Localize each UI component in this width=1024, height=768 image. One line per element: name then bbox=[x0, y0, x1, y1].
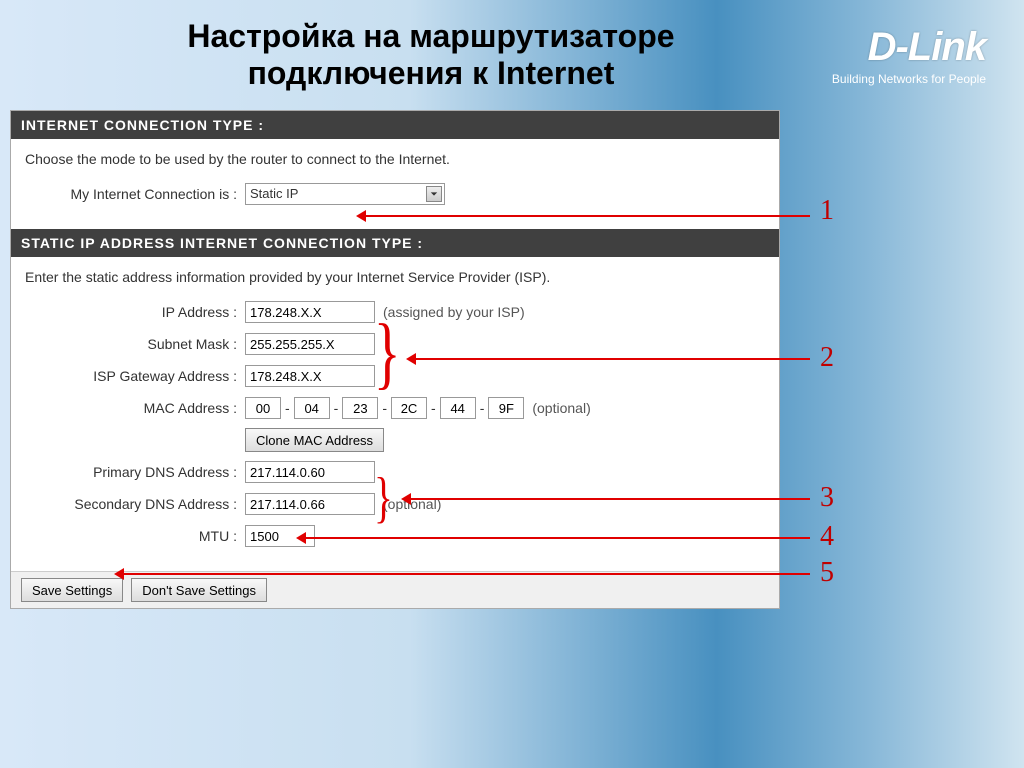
title-line-2: подключения к Internet bbox=[248, 55, 615, 91]
gateway-label: ISP Gateway Address : bbox=[25, 368, 245, 384]
slide-header: Настройка на маршрутизаторе подключения … bbox=[0, 0, 1024, 110]
title-line-1: Настройка на маршрутизаторе bbox=[187, 18, 674, 54]
dns1-label: Primary DNS Address : bbox=[25, 464, 245, 480]
brace-3: } bbox=[374, 479, 393, 518]
subnet-mask-input[interactable] bbox=[245, 333, 375, 355]
clone-mac-button[interactable]: Clone MAC Address bbox=[245, 428, 384, 452]
mac-input-6[interactable] bbox=[488, 397, 524, 419]
mac-label: MAC Address : bbox=[25, 400, 245, 416]
static-ip-desc: Enter the static address information pro… bbox=[25, 269, 765, 285]
logo-text: D-Link bbox=[832, 25, 986, 70]
annotation-number-1: 1 bbox=[820, 195, 834, 227]
dont-save-button[interactable]: Don't Save Settings bbox=[131, 578, 267, 602]
annotation-number-2: 2 bbox=[820, 342, 834, 374]
ip-address-input[interactable] bbox=[245, 301, 375, 323]
brand-logo: D-Link Building Networks for People bbox=[832, 25, 994, 86]
arrow-4 bbox=[300, 537, 810, 539]
mac-input-1[interactable] bbox=[245, 397, 281, 419]
save-settings-button[interactable]: Save Settings bbox=[21, 578, 123, 602]
mac-input-3[interactable] bbox=[342, 397, 378, 419]
button-bar: Save Settings Don't Save Settings bbox=[11, 571, 779, 608]
ip-address-note: (assigned by your ISP) bbox=[383, 304, 525, 320]
annotation-number-3: 3 bbox=[820, 482, 834, 514]
arrow-1 bbox=[360, 215, 810, 217]
connection-type-desc: Choose the mode to be used by the router… bbox=[25, 151, 765, 167]
slide-title: Настройка на маршрутизаторе подключения … bbox=[30, 18, 832, 92]
arrow-2 bbox=[410, 358, 810, 360]
arrow-5 bbox=[118, 573, 810, 575]
section-header-static-ip: STATIC IP ADDRESS INTERNET CONNECTION TY… bbox=[11, 229, 779, 257]
mac-input-2[interactable] bbox=[294, 397, 330, 419]
connection-label: My Internet Connection is : bbox=[25, 186, 245, 202]
annotation-number-5: 5 bbox=[820, 557, 834, 589]
subnet-mask-label: Subnet Mask : bbox=[25, 336, 245, 352]
mac-input-5[interactable] bbox=[440, 397, 476, 419]
section-body-static-ip: Enter the static address information pro… bbox=[11, 257, 779, 571]
logo-tagline: Building Networks for People bbox=[832, 72, 986, 86]
content-area: INTERNET CONNECTION TYPE : Choose the mo… bbox=[10, 110, 1014, 730]
connection-select-value: Static IP bbox=[250, 186, 298, 201]
section-header-connection-type: INTERNET CONNECTION TYPE : bbox=[11, 111, 779, 139]
ip-address-label: IP Address : bbox=[25, 304, 245, 320]
mac-input-4[interactable] bbox=[391, 397, 427, 419]
brace-2: } bbox=[374, 325, 401, 381]
annotation-number-4: 4 bbox=[820, 521, 834, 553]
connection-select[interactable]: Static IP bbox=[245, 183, 445, 205]
arrow-3 bbox=[405, 498, 810, 500]
connection-select-row: My Internet Connection is : Static IP bbox=[25, 181, 765, 207]
dropdown-icon bbox=[426, 186, 442, 202]
gateway-input[interactable] bbox=[245, 365, 375, 387]
dns2-input[interactable] bbox=[245, 493, 375, 515]
dns1-input[interactable] bbox=[245, 461, 375, 483]
mac-note: (optional) bbox=[532, 400, 590, 416]
mtu-label: MTU : bbox=[25, 528, 245, 544]
dns2-label: Secondary DNS Address : bbox=[25, 496, 245, 512]
